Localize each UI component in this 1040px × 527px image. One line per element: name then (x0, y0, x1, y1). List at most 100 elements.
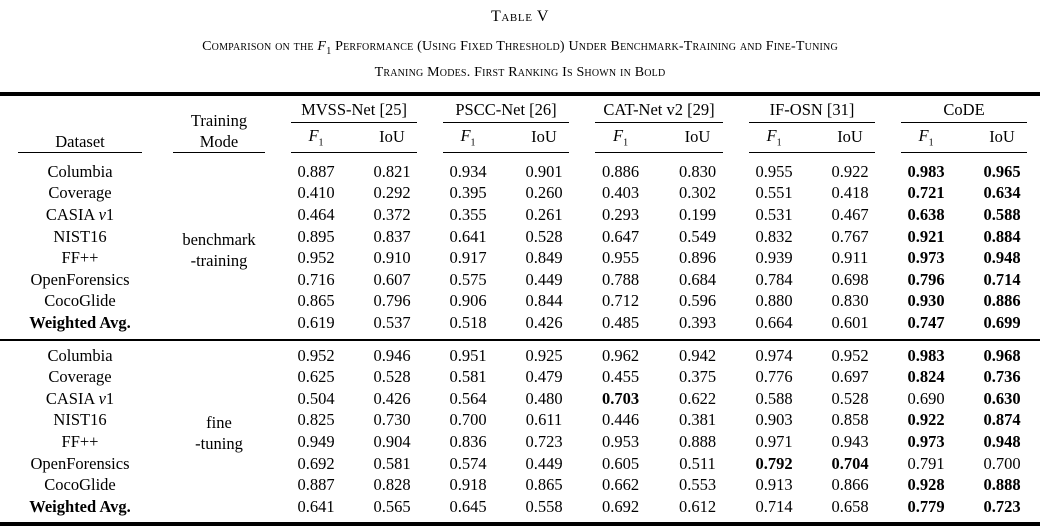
value-cell: 0.641 (297, 496, 335, 516)
value-cell: 0.865 (297, 291, 335, 311)
value-cell: 0.699 (983, 312, 1021, 332)
value-cell: 0.971 (755, 431, 793, 451)
f1-column-header: F1 (766, 126, 782, 149)
value-cell: 0.588 (983, 204, 1021, 224)
method-header-code: CoDE (888, 94, 1040, 123)
value-cell: 0.607 (373, 269, 411, 289)
iou-column-header: IoU (531, 127, 557, 147)
value-cell: 0.664 (755, 312, 793, 332)
value-cell: 0.887 (297, 161, 335, 181)
value-cell: 0.581 (449, 367, 487, 387)
value-cell: 0.952 (831, 345, 869, 365)
value-cell: 0.837 (373, 226, 411, 246)
dataset-cell: CocoGlide (44, 291, 116, 311)
table-row: Weighted Avg. 0.619 0.537 0.518 0.426 0.485 0.… (0, 312, 1040, 340)
value-cell: 0.887 (297, 475, 335, 495)
f1-column-header: F1 (918, 126, 934, 149)
value-cell: 0.836 (449, 431, 487, 451)
value-cell: 0.601 (831, 312, 869, 332)
value-cell: 0.913 (755, 475, 793, 495)
value-cell: 0.302 (678, 183, 717, 203)
iou-column-header: IoU (989, 127, 1015, 147)
value-cell: 0.866 (831, 475, 869, 495)
value-cell: 0.948 (983, 248, 1021, 268)
value-cell: 0.714 (983, 269, 1021, 289)
value-cell: 0.588 (755, 388, 793, 408)
value-cell: 0.821 (373, 161, 411, 181)
value-cell: 0.605 (601, 453, 640, 473)
table-row: Weighted Avg. 0.641 0.565 0.645 0.558 0.692 0.… (0, 496, 1040, 525)
value-cell: 0.575 (449, 269, 487, 289)
caption-line1: Comparison on the F1 Performance (Using … (202, 39, 838, 57)
value-cell: 0.355 (449, 204, 487, 224)
value-cell: 0.824 (907, 367, 945, 387)
table-row: FF++ 0.952 0.910 0.917 0.849 0.955 0.896 0.939 0… (0, 247, 1040, 269)
table-row: OpenForensics 0.716 0.607 0.575 0.449 0.788 0.… (0, 269, 1040, 291)
value-cell: 0.888 (678, 431, 717, 451)
dataset-cell: Coverage (48, 367, 112, 387)
value-cell: 0.880 (755, 291, 793, 311)
value-cell: 0.910 (373, 248, 411, 268)
method-header-ifosn: IF-OSN [31] (736, 94, 888, 123)
value-cell: 0.736 (983, 367, 1021, 387)
value-cell: 0.293 (601, 204, 640, 224)
value-cell: 0.551 (755, 183, 793, 203)
method-header-mvss: MVSS-Net [25] (278, 94, 430, 123)
value-cell: 0.528 (831, 388, 869, 408)
value-cell: 0.619 (297, 312, 335, 332)
value-cell: 0.418 (831, 183, 869, 203)
value-cell: 0.641 (449, 226, 487, 246)
value-cell: 0.558 (525, 496, 563, 516)
value-cell: 0.723 (983, 496, 1021, 516)
value-cell: 0.925 (525, 345, 563, 365)
value-cell: 0.922 (831, 161, 869, 181)
dataset-cell: CocoGlide (44, 475, 116, 495)
value-cell: 0.896 (678, 248, 717, 268)
value-cell: 0.692 (297, 453, 335, 473)
value-cell: 0.796 (373, 291, 411, 311)
value-cell: 0.692 (601, 496, 640, 516)
value-cell: 0.199 (678, 204, 717, 224)
dataset-cell: OpenForensics (30, 453, 130, 473)
dataset-cell: Weighted Avg. (29, 312, 131, 332)
dataset-cell: NIST16 (53, 410, 107, 430)
value-cell: 0.612 (678, 496, 717, 516)
table-header: Dataset Training Mode MVSS-Net [25] PSCC-… (0, 94, 1040, 157)
value-cell: 0.983 (907, 345, 945, 365)
value-cell: 0.375 (678, 367, 717, 387)
value-cell: 0.858 (831, 410, 869, 430)
table-row: CASIA v1 0.504 0.426 0.564 0.480 0.703 0.622 0.… (0, 388, 1040, 410)
value-cell: 0.638 (907, 204, 945, 224)
header-row-methods: Dataset Training Mode MVSS-Net [25] PSCC-… (0, 94, 1040, 151)
dataset-cell: NIST16 (53, 226, 107, 246)
value-cell: 0.698 (831, 269, 869, 289)
f1-symbol: F (317, 39, 327, 54)
dataset-cell: OpenForensics (30, 269, 130, 289)
value-cell: 0.625 (297, 367, 335, 387)
value-cell: 0.934 (449, 161, 487, 181)
value-cell: 0.634 (983, 183, 1021, 203)
value-cell: 0.874 (983, 410, 1021, 430)
header-dataset: Dataset (55, 131, 105, 151)
value-cell: 0.791 (907, 453, 945, 473)
table-row: CocoGlide 0.887 0.828 0.918 0.865 0.662 0.553 0… (0, 474, 1040, 496)
value-cell: 0.939 (755, 248, 793, 268)
value-cell: 0.776 (755, 367, 793, 387)
dataset-cell: CASIA v1 (45, 204, 115, 224)
value-cell: 0.830 (831, 291, 869, 311)
dataset-cell: Columbia (47, 161, 113, 181)
dataset-cell: Weighted Avg. (29, 496, 131, 516)
value-cell: 0.480 (525, 388, 563, 408)
value-cell: 0.965 (983, 161, 1021, 181)
value-cell: 0.730 (373, 410, 411, 430)
value-cell: 0.921 (907, 226, 945, 246)
value-cell: 0.537 (373, 312, 411, 332)
value-cell: 0.888 (983, 475, 1021, 495)
value-cell: 0.684 (678, 269, 717, 289)
value-cell: 0.372 (373, 204, 411, 224)
value-cell: 0.884 (983, 226, 1021, 246)
value-cell: 0.830 (678, 161, 717, 181)
table-row: Coverage 0.625 0.528 0.581 0.479 0.455 0.375 0.… (0, 366, 1040, 388)
value-cell: 0.531 (755, 204, 793, 224)
